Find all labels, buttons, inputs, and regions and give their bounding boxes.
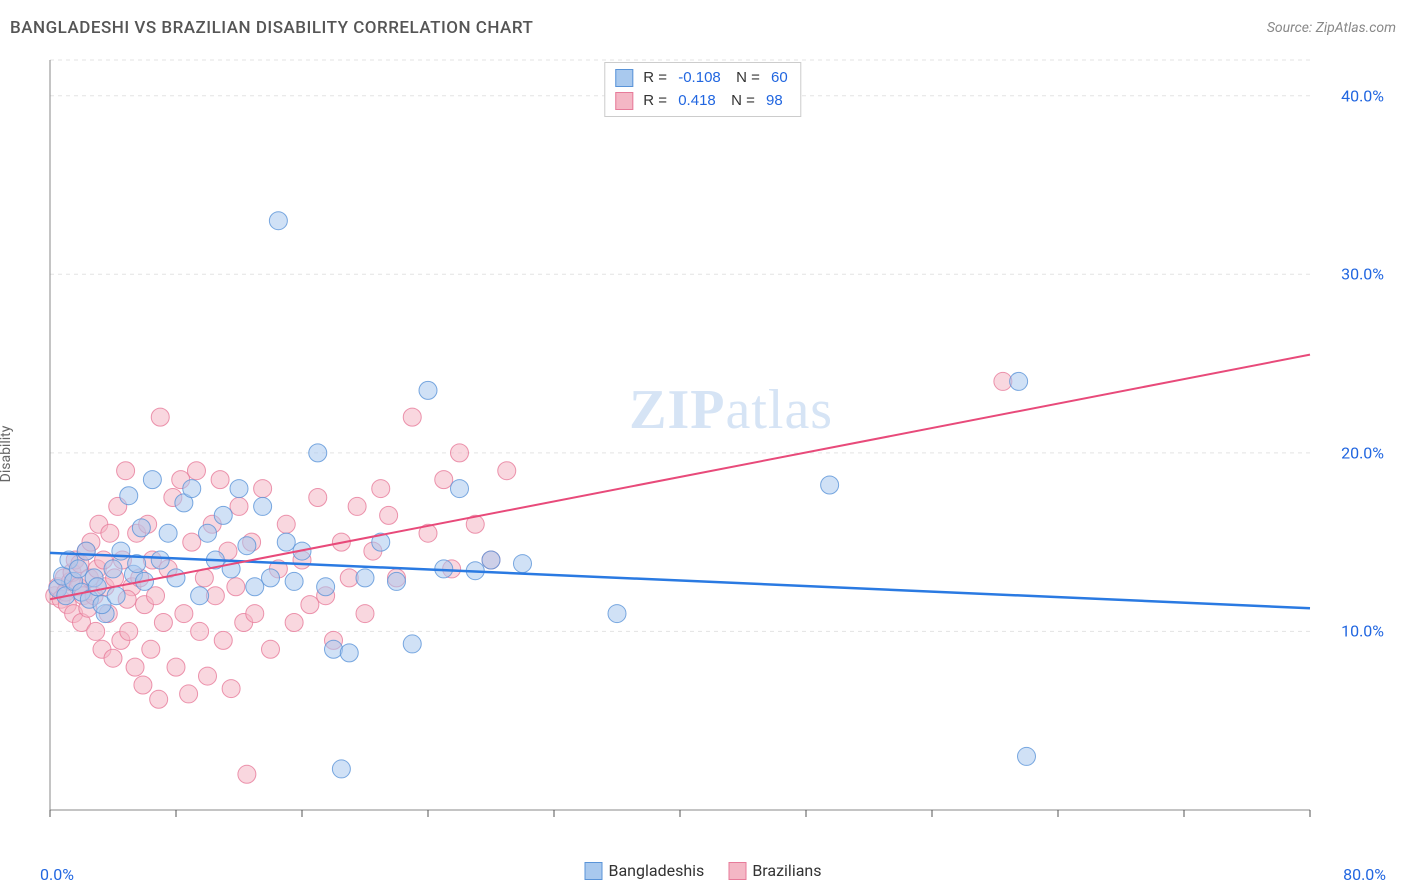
- swatch-bangladeshis: [615, 69, 633, 87]
- correlation-legend: R = -0.108 N = 60 R = 0.418 N = 98: [604, 62, 801, 117]
- legend-r-value: -0.108: [678, 67, 721, 90]
- legend-n-label: N =: [723, 90, 759, 113]
- swatch-brazilians: [615, 92, 633, 110]
- x-axis-max: 80.0%: [1343, 865, 1386, 884]
- source-label: Source: ZipAtlas.com: [1267, 20, 1396, 36]
- x-axis-labels: 0.0% 80.0%: [40, 865, 1386, 884]
- legend-row-brazilians: R = 0.418 N = 98: [615, 90, 790, 113]
- scatter-chart: [40, 50, 1380, 840]
- legend-n-value: 60: [771, 67, 788, 90]
- legend-r-label: R =: [643, 67, 671, 90]
- legend-n-value: 98: [766, 90, 783, 113]
- y-tick-label: 40.0%: [1341, 86, 1384, 105]
- y-tick-label: 10.0%: [1341, 622, 1384, 641]
- chart-title: BANGLADESHI VS BRAZILIAN DISABILITY CORR…: [10, 18, 533, 38]
- legend-row-bangladeshis: R = -0.108 N = 60: [615, 67, 790, 90]
- y-tick-label: 30.0%: [1341, 265, 1384, 284]
- legend-n-label: N =: [728, 67, 764, 90]
- chart-header: BANGLADESHI VS BRAZILIAN DISABILITY CORR…: [10, 18, 1396, 38]
- x-axis-min: 0.0%: [40, 865, 74, 884]
- y-axis-label: Disability: [0, 426, 14, 483]
- legend-r-label: R =: [643, 90, 671, 113]
- legend-r-value: 0.418: [678, 90, 716, 113]
- y-tick-label: 20.0%: [1341, 443, 1384, 462]
